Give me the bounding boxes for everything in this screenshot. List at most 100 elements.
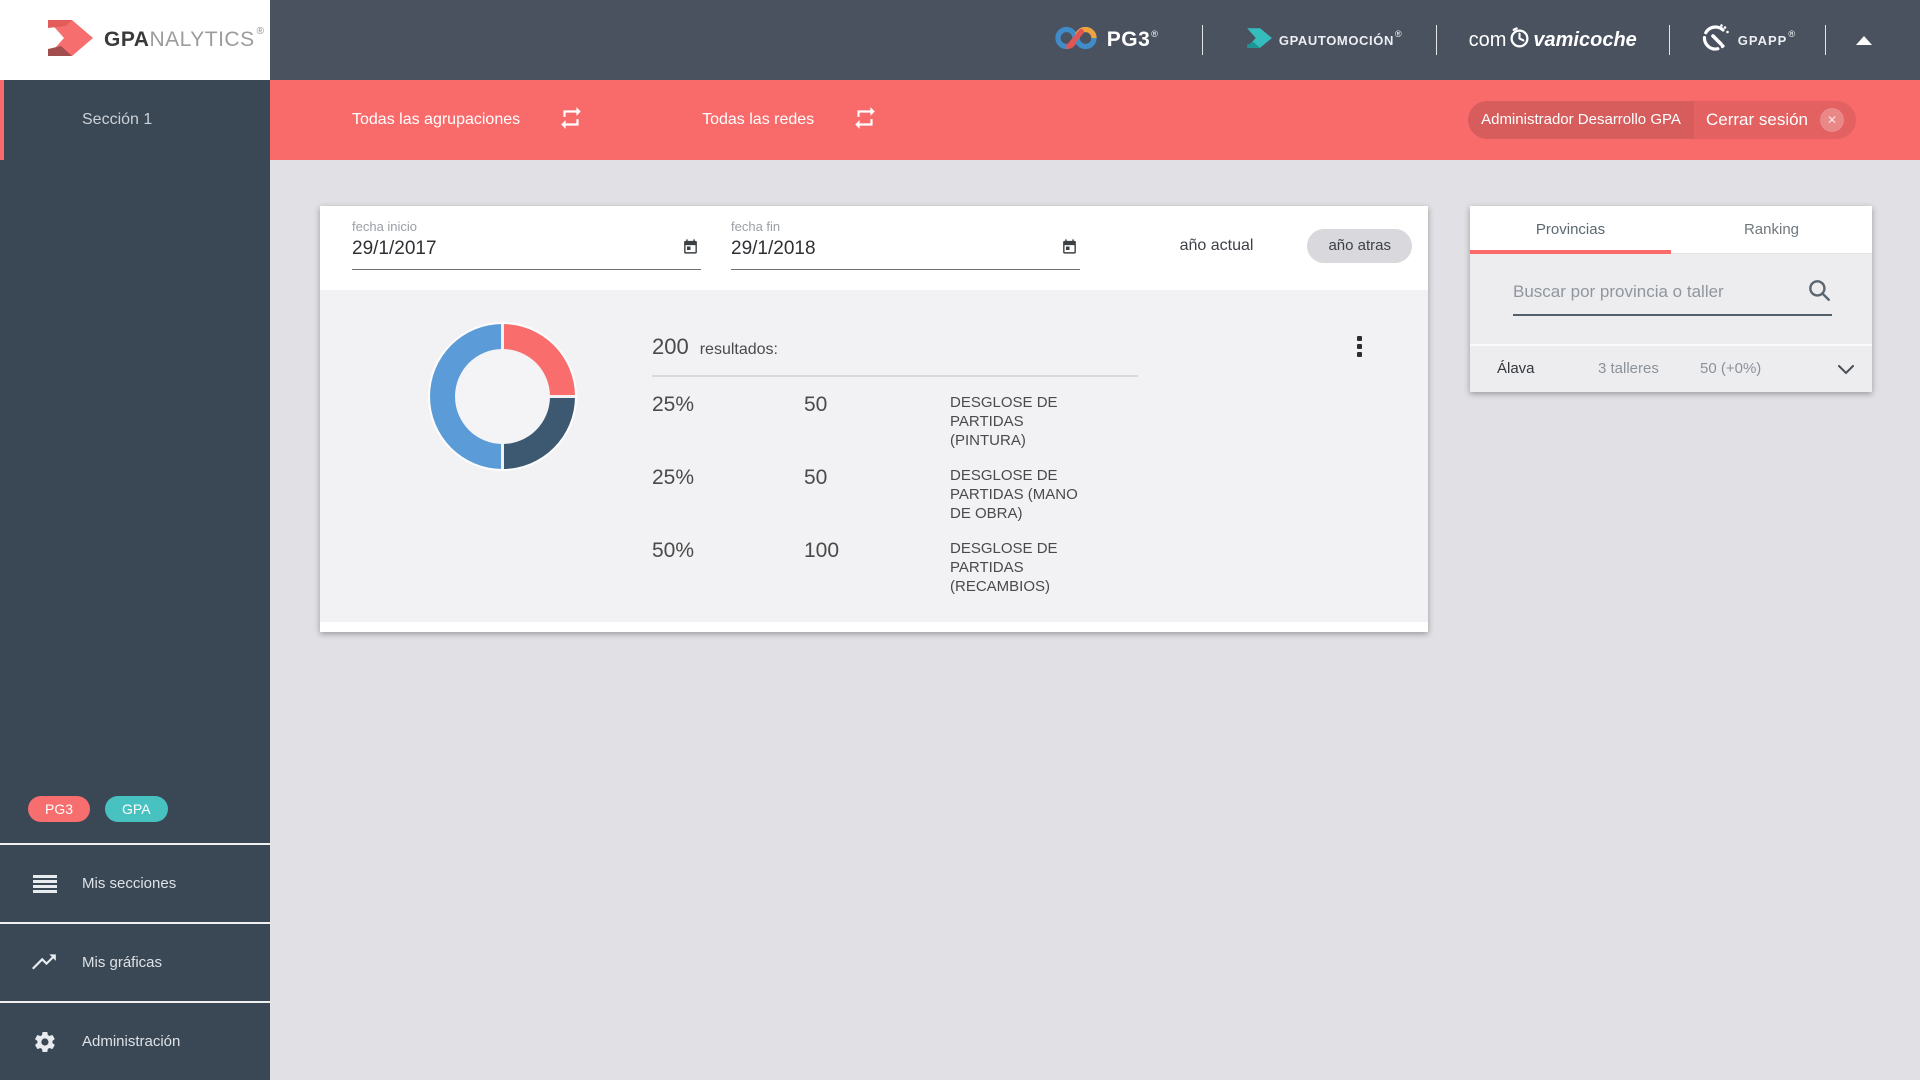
search-icon[interactable]: [1806, 277, 1832, 308]
sidebar-item-label: Administración: [82, 1033, 181, 1050]
logout-label: Cerrar sesión: [1705, 110, 1809, 129]
logout-button[interactable]: Cerrar sesión ✕: [1694, 108, 1856, 132]
gpapp-reg: ®: [1788, 29, 1795, 39]
province-workshops: 3 talleres: [1598, 360, 1659, 377]
current-year-button[interactable]: año actual: [1179, 237, 1254, 254]
gpanalytics-wordmark: GPA NALYTICS ®: [104, 26, 265, 51]
networks-filter-label: Todas las redes: [702, 111, 815, 128]
gpautomocion-wordmark: GPAUTOMOCIÓN: [1278, 32, 1394, 48]
results-divider: [652, 375, 1138, 377]
start-date-label: fecha inicio: [352, 219, 418, 234]
wrench-icon: [1700, 23, 1730, 58]
partner-logos: PG3 ® GPAUTOMOCIÓN ® com: [1053, 0, 1872, 80]
gpapp-logo: GPAPP ®: [1700, 23, 1795, 58]
gpapp-wordmark: GPAPP: [1737, 32, 1788, 48]
networks-filter[interactable]: Todas las redes: [702, 105, 878, 136]
list-icon: [32, 874, 58, 893]
calendar-icon[interactable]: [682, 238, 699, 260]
row-percent: 50%: [652, 539, 695, 562]
pg3-reg: ®: [1151, 29, 1158, 39]
end-date-value[interactable]: 29/1/2018: [731, 238, 816, 259]
search-field[interactable]: [1513, 270, 1832, 316]
pg3-logo: PG3 ®: [1053, 20, 1158, 61]
results-header: 200 resultados:: [652, 334, 1138, 360]
year-controls: año actual año atras: [1180, 229, 1412, 263]
start-date-field[interactable]: fecha inicio 29/1/2017: [352, 219, 701, 270]
results-count: 200: [652, 334, 689, 359]
pg3-infinity-icon: [1053, 20, 1099, 61]
repeat-icon[interactable]: [852, 105, 878, 136]
result-row: 25% 50 DESGLOSE DE PARTIDAS (MANO DE OBR…: [652, 466, 1138, 523]
results-list: 200 resultados: 25% 50 DESGLOSE DE PARTI…: [652, 334, 1138, 596]
header-separator: [1668, 25, 1670, 55]
sidebar-item-label: Mis secciones: [82, 875, 177, 892]
row-percent: 25%: [652, 393, 695, 416]
province-name: Álava: [1497, 360, 1535, 377]
sidebar-badges: PG3 GPA: [28, 796, 168, 822]
row-label: DESGLOSE DE PARTIDAS (MANO DE OBRA): [950, 467, 1078, 522]
tab-label: Ranking: [1743, 221, 1800, 238]
chevron-down-icon[interactable]: [1838, 362, 1854, 379]
filter-topbar: Todas las agrupaciones Todas las redes A…: [270, 80, 1920, 160]
repeat-icon[interactable]: [558, 105, 584, 136]
sidebar-section-label: Sección 1: [82, 111, 153, 128]
sidebar-item-mis-secciones[interactable]: Mis secciones: [0, 843, 270, 922]
comprovamicoche-suffix: vamicoche: [1533, 28, 1637, 51]
user-name: Administrador Desarrollo GPA: [1468, 101, 1694, 139]
tab-label: Provincias: [1535, 221, 1606, 238]
top-header: GPA NALYTICS ® PG3 ®: [0, 0, 1920, 80]
calendar-icon[interactable]: [1061, 238, 1078, 260]
comprovamicoche-prefix: com: [1468, 28, 1507, 51]
collapse-caret-up-icon[interactable]: [1856, 35, 1872, 45]
groupings-filter-label: Todas las agrupaciones: [352, 111, 521, 128]
header-separator: [1435, 25, 1437, 55]
kebab-menu-icon[interactable]: [1353, 332, 1366, 361]
header-separator: [1825, 25, 1826, 55]
result-row: 25% 50 DESGLOSE DE PARTIDAS (PINTURA): [652, 393, 1138, 450]
row-label: DESGLOSE DE PARTIDAS (RECAMBIOS): [950, 540, 1058, 595]
gpautomocion-reg: ®: [1394, 29, 1402, 39]
chart-card: fecha inicio 29/1/2017 fecha fin 29/1/20…: [320, 206, 1428, 632]
main-content: fecha inicio 29/1/2017 fecha fin 29/1/20…: [270, 160, 1920, 1080]
tab-ranking[interactable]: Ranking: [1671, 206, 1872, 253]
logout-x-icon[interactable]: ✕: [1820, 108, 1845, 132]
tab-provincias[interactable]: Provincias: [1470, 206, 1671, 254]
sidebar: Sección 1 PG3 GPA Mis secciones: [0, 80, 270, 1080]
date-filter-row: fecha inicio 29/1/2017 fecha fin 29/1/20…: [320, 206, 1428, 290]
result-row: 50% 100 DESGLOSE DE PARTIDAS (RECAMBIOS): [652, 539, 1138, 596]
search-block: [1470, 254, 1872, 344]
sidebar-item-mis-graficas[interactable]: Mis gráficas: [0, 922, 270, 1001]
panel-tabs: Provincias Ranking: [1470, 206, 1872, 254]
groupings-filter[interactable]: Todas las agrupaciones: [352, 105, 584, 136]
header-separator: [1201, 25, 1203, 55]
pg3-badge[interactable]: PG3: [28, 796, 91, 822]
chart-section: 200 resultados: 25% 50 DESGLOSE DE PARTI…: [320, 290, 1428, 622]
row-label: DESGLOSE DE PARTIDAS (PINTURA): [950, 394, 1058, 449]
year-back-button[interactable]: año atras: [1307, 229, 1412, 263]
donut-hole: [455, 349, 550, 444]
trending-up-icon: [32, 953, 58, 972]
row-value: 50: [804, 393, 828, 416]
row-value: 100: [804, 539, 840, 562]
donut-chart: [430, 324, 575, 469]
clock-icon: [1508, 26, 1531, 55]
gear-icon: [32, 1030, 58, 1054]
province-value: 50 (+0%): [1700, 360, 1762, 377]
gpanalytics-arrow-icon: [42, 15, 94, 66]
results-suffix: resultados:: [699, 341, 778, 358]
province-row-alava[interactable]: Álava 3 talleres 50 (+0%): [1470, 344, 1872, 392]
start-date-value[interactable]: 29/1/2017: [352, 238, 437, 259]
end-date-field[interactable]: fecha fin 29/1/2018: [731, 219, 1080, 270]
provinces-panel: Provincias Ranking Á: [1470, 206, 1872, 392]
sidebar-item-seccion-1[interactable]: Sección 1: [0, 80, 270, 160]
comprovamicoche-logo: com vamicoche: [1469, 26, 1637, 55]
sidebar-menu: Mis secciones Mis gráficas Administració…: [0, 843, 270, 1080]
gpautomocion-arrow-icon: [1245, 25, 1273, 56]
sidebar-item-administracion[interactable]: Administración: [0, 1001, 270, 1080]
user-session-pill: Administrador Desarrollo GPA Cerrar sesi…: [1468, 101, 1856, 139]
gpa-badge[interactable]: GPA: [105, 796, 168, 822]
row-percent: 25%: [652, 466, 695, 489]
search-input[interactable]: [1513, 282, 1806, 302]
sidebar-item-label: Mis gráficas: [82, 954, 163, 971]
